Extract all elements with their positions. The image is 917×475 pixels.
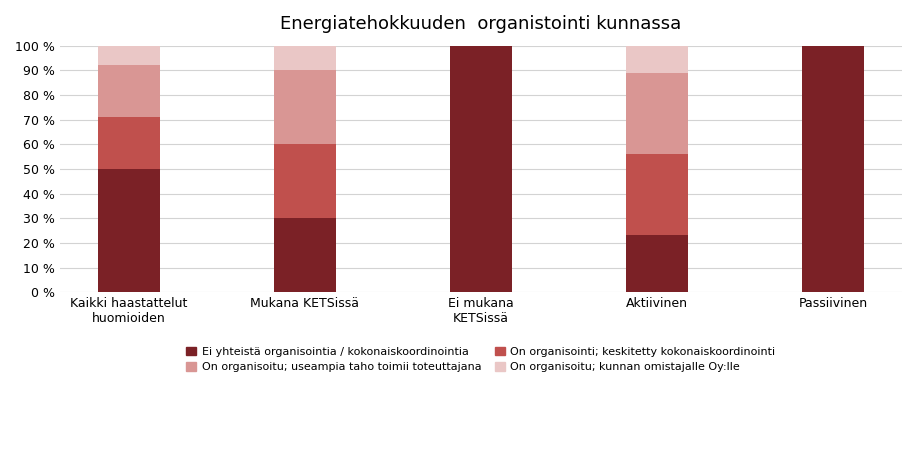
Bar bbox=[626, 46, 688, 73]
Bar bbox=[626, 236, 688, 292]
Bar bbox=[98, 117, 160, 169]
Bar bbox=[98, 169, 160, 292]
Bar bbox=[274, 218, 336, 292]
Title: Energiatehokkuuden  organistointi kunnassa: Energiatehokkuuden organistointi kunnass… bbox=[281, 15, 681, 33]
Bar bbox=[98, 66, 160, 117]
Bar bbox=[98, 46, 160, 66]
Bar bbox=[450, 46, 512, 292]
Legend: Ei yhteistä organisointia / kokonaiskoordinointia, On organisoitu; useampia taho: Ei yhteistä organisointia / kokonaiskoor… bbox=[182, 342, 780, 377]
Bar bbox=[274, 144, 336, 218]
Bar bbox=[626, 73, 688, 154]
Bar bbox=[626, 154, 688, 236]
Bar bbox=[274, 46, 336, 70]
Bar bbox=[274, 70, 336, 144]
Bar bbox=[802, 46, 864, 292]
